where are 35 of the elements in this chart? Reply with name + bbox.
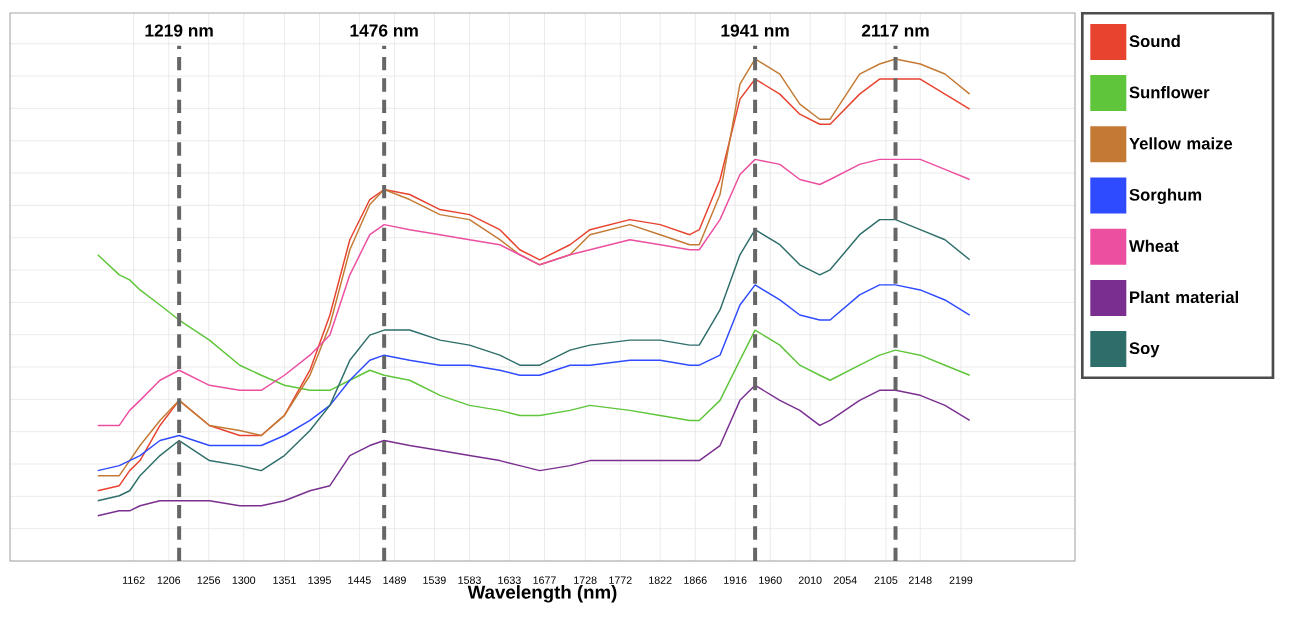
x-tick-label: 1539 [423,576,446,584]
legend-label: Soy [1129,342,1160,358]
x-tick-label: 1677 [533,576,556,584]
x-tick-label: 1866 [684,576,707,584]
x-tick-label: 2054 [833,576,857,584]
x-tick-label: 1351 [273,576,296,584]
legend-label: Sound [1129,34,1180,48]
x-tick-label: 2199 [949,576,973,584]
legend-label: Sorghum [1129,188,1202,205]
legend-label: Yellow maize [1129,137,1233,150]
x-tick-label: 2105 [874,576,898,584]
x-tick-label: 1256 [197,576,221,584]
x-axis-title: Wavelength (nm) [467,585,617,603]
x-tick-label: 1300 [232,576,256,584]
x-tick-label: 1633 [498,576,521,584]
ref-line-label: 1941 nm [721,24,789,37]
x-tick-label: 1445 [348,576,371,584]
x-tick-label: 1583 [458,576,481,584]
ref-line-label: 1219 nm [145,24,213,37]
x-tick-label: 2148 [908,576,932,584]
ref-line-label: 2117 nm [861,24,929,37]
x-tick-label: 1772 [609,576,632,584]
x-tick-label: 1395 [308,576,331,584]
legend-label: Plant material [1130,290,1239,304]
x-tick-label: 2010 [798,576,822,584]
legend-label: Wheat [1128,239,1179,252]
x-tick-label: 1960 [759,576,782,584]
x-tick-label: 1822 [649,576,672,584]
x-tick-label: 1916 [724,576,747,584]
legend-label: Sunflower [1129,86,1210,99]
x-tick-label: 1489 [383,576,406,584]
ref-line-label: 1476 nm [350,24,418,37]
x-tick-label: 1728 [574,576,597,584]
x-tick-label: 1162 [123,576,145,584]
x-tick-label: 1206 [157,576,181,584]
